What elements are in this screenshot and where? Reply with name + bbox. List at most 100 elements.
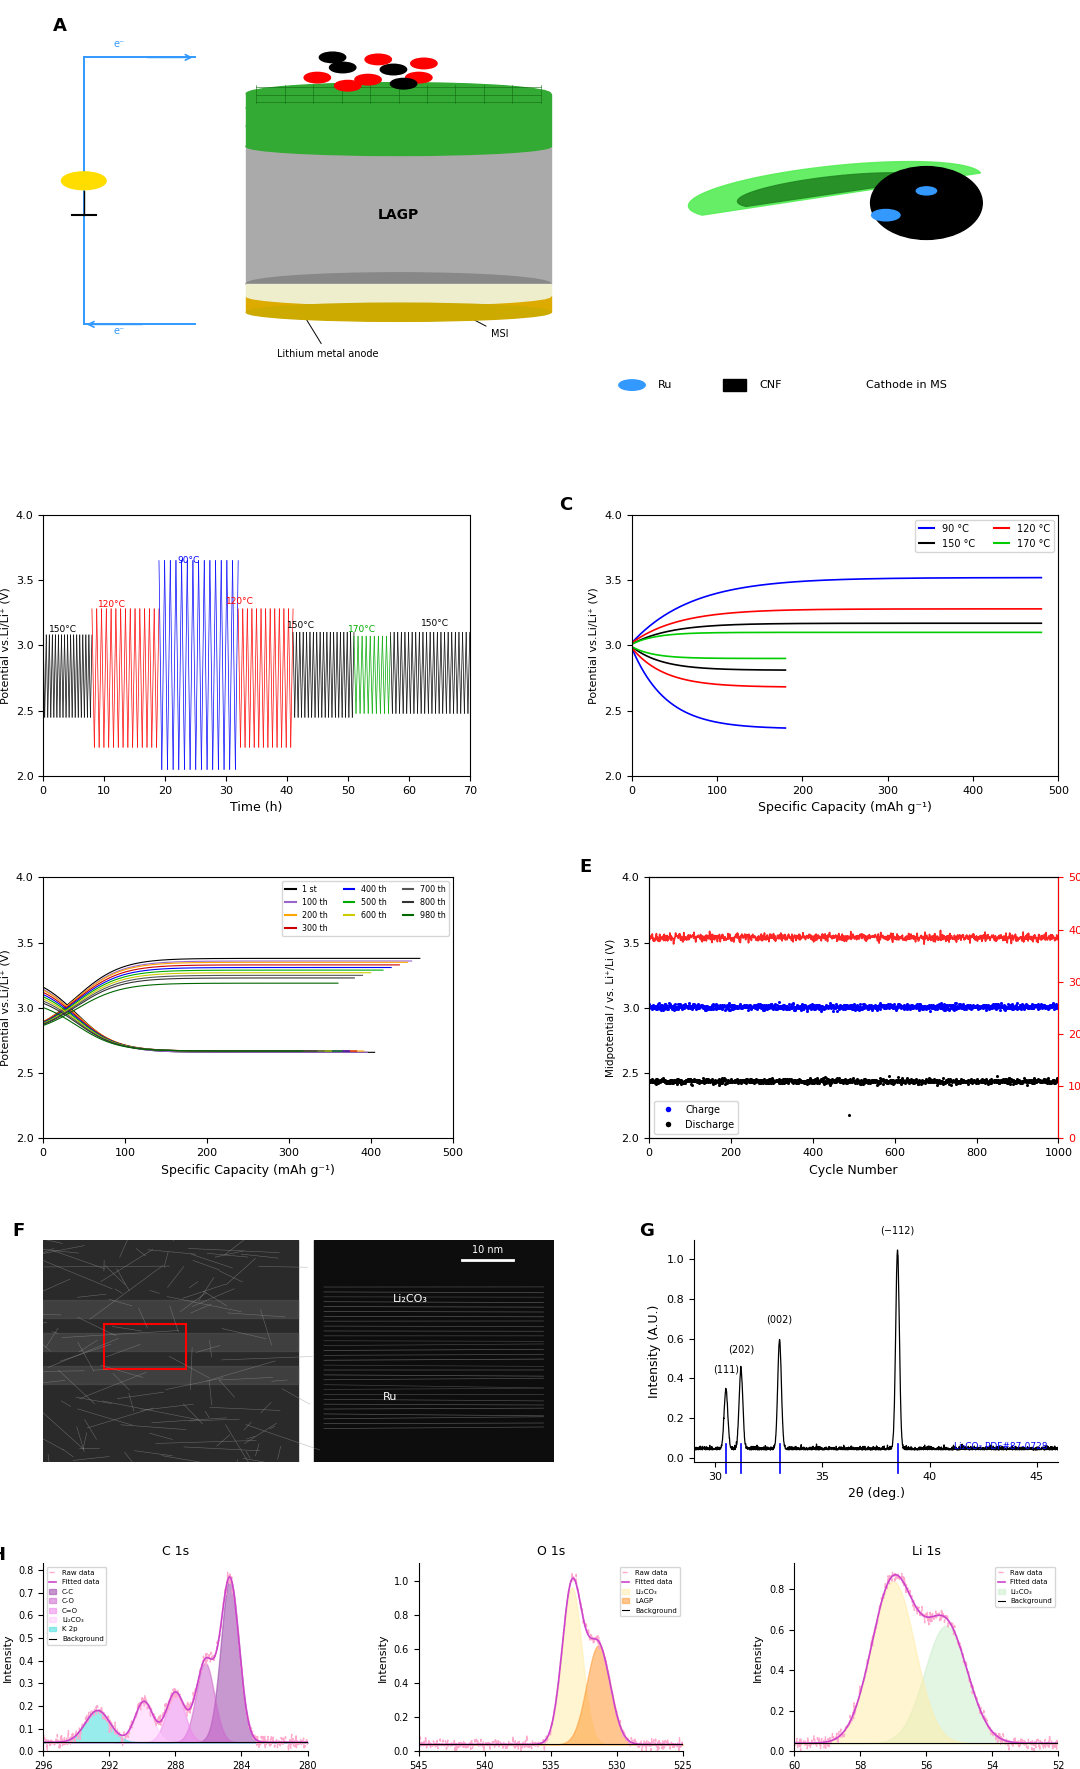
Bar [724, 379, 745, 391]
Circle shape [916, 188, 936, 195]
Fitted data [213, 1622, 226, 1643]
Discharge [808, 1072, 821, 1093]
X-axis label: Cycle Number: Cycle Number [810, 1164, 897, 1176]
Text: Li₂CO₃: Li₂CO₃ [393, 1295, 429, 1304]
Polygon shape [738, 173, 932, 207]
Text: 150°C: 150°C [50, 624, 78, 633]
Text: 150°C: 150°C [287, 621, 315, 630]
Background [855, 1732, 868, 1753]
Bar [43, 1334, 298, 1352]
Fitted data [787, 1732, 800, 1753]
Polygon shape [246, 108, 551, 126]
Fitted data [157, 1707, 170, 1728]
Fitted data [944, 1613, 957, 1635]
Raw data [1052, 1732, 1065, 1753]
Y-axis label: Potential vs.Li/Li⁺ (V): Potential vs.Li/Li⁺ (V) [589, 587, 598, 704]
Background [235, 1732, 248, 1753]
Line: Raw data: Raw data [43, 1573, 308, 1751]
Text: e⁻: e⁻ [113, 327, 125, 336]
Bar [43, 1366, 298, 1383]
Fitted data [889, 1564, 902, 1585]
Y-axis label: Intensity: Intensity [754, 1633, 764, 1682]
Fitted data [611, 1709, 624, 1730]
Raw data [611, 1707, 624, 1728]
Y-axis label: Midpotential / vs. Li⁺/Li (V): Midpotential / vs. Li⁺/Li (V) [606, 939, 616, 1077]
Raw data [787, 1730, 800, 1751]
Charge [962, 998, 975, 1019]
Raw data [459, 1737, 472, 1758]
Charge [809, 994, 822, 1015]
Text: Ru: Ru [658, 380, 672, 389]
Text: H: H [0, 1546, 5, 1564]
Y-axis label: Intensity: Intensity [378, 1633, 388, 1682]
Ellipse shape [246, 83, 551, 104]
Text: F: F [13, 1222, 25, 1240]
Fitted data [531, 1734, 544, 1755]
Raw data [237, 1672, 249, 1693]
Circle shape [390, 78, 417, 88]
Text: E: E [580, 858, 592, 876]
Background [589, 1734, 602, 1755]
Raw data [157, 1704, 170, 1725]
Fitted data [105, 1714, 118, 1735]
Y-axis label: Potential vs.Li/Li⁺ (V): Potential vs.Li/Li⁺ (V) [0, 950, 10, 1067]
Raw data [794, 1741, 807, 1762]
Discharge [970, 1070, 983, 1091]
Y-axis label: Potential vs.Li/Li⁺ (V): Potential vs.Li/Li⁺ (V) [0, 587, 10, 704]
Text: 150°C: 150°C [421, 619, 449, 628]
X-axis label: Specific Capacity (mAh g⁻¹): Specific Capacity (mAh g⁻¹) [758, 801, 932, 814]
Line: Fitted data: Fitted data [419, 1578, 683, 1744]
Text: Li₂CO₃ PDF#87-0728: Li₂CO₃ PDF#87-0728 [954, 1442, 1048, 1451]
Fitted data [589, 1629, 602, 1650]
Discharge [823, 1074, 836, 1095]
Legend: Raw data, Fitted data, Li₂CO₃, LAGP, Background: Raw data, Fitted data, Li₂CO₃, LAGP, Bac… [620, 1567, 679, 1617]
Polygon shape [688, 161, 981, 216]
Discharge [685, 1070, 698, 1091]
Raw data [282, 1741, 295, 1762]
Charge [824, 992, 837, 1014]
Background [37, 1732, 50, 1753]
Fitted data [1052, 1732, 1065, 1753]
Background [105, 1732, 118, 1753]
Ellipse shape [246, 99, 551, 117]
Bar [43, 1240, 298, 1461]
Ellipse shape [246, 302, 551, 322]
Legend: Charge, Discharge: Charge, Discharge [653, 1100, 738, 1134]
Fitted data [222, 1566, 235, 1587]
Polygon shape [246, 94, 551, 108]
Text: 10 nm: 10 nm [472, 1245, 503, 1256]
Circle shape [320, 51, 346, 62]
Text: (−112): (−112) [880, 1226, 915, 1235]
Fitted data [37, 1732, 50, 1753]
Text: CNF: CNF [759, 380, 782, 389]
Ellipse shape [870, 166, 983, 239]
X-axis label: 2θ (deg.): 2θ (deg.) [848, 1488, 905, 1500]
Text: 120°C: 120°C [98, 600, 126, 609]
Legend: 90 °C, 150 °C, 120 °C, 170 °C: 90 °C, 150 °C, 120 °C, 170 °C [916, 520, 1053, 552]
Circle shape [365, 55, 391, 65]
Circle shape [355, 74, 381, 85]
Text: 120°C: 120°C [226, 598, 254, 607]
Background [943, 1732, 956, 1753]
Text: G: G [639, 1222, 653, 1240]
Fitted data [192, 1666, 205, 1688]
Raw data [676, 1732, 689, 1753]
Fitted data [964, 1673, 977, 1695]
Legend: Raw data, Fitted data, Li₂CO₃, Background: Raw data, Fitted data, Li₂CO₃, Backgroun… [995, 1567, 1055, 1606]
Fitted data [459, 1734, 472, 1755]
Raw data [589, 1629, 602, 1650]
Line: Discharge: Discharge [649, 1076, 1059, 1116]
Background [787, 1732, 800, 1753]
Background [611, 1734, 624, 1755]
Line: Charge: Charge [649, 1001, 1059, 1012]
Fitted data [855, 1675, 868, 1696]
Ellipse shape [246, 272, 551, 295]
Raw data [908, 1599, 921, 1620]
Background [964, 1732, 977, 1753]
Text: (111): (111) [713, 1364, 739, 1375]
Raw data [37, 1732, 50, 1753]
Circle shape [619, 380, 645, 391]
Discharge [882, 1065, 895, 1086]
Background [213, 1732, 226, 1753]
Circle shape [410, 58, 437, 69]
